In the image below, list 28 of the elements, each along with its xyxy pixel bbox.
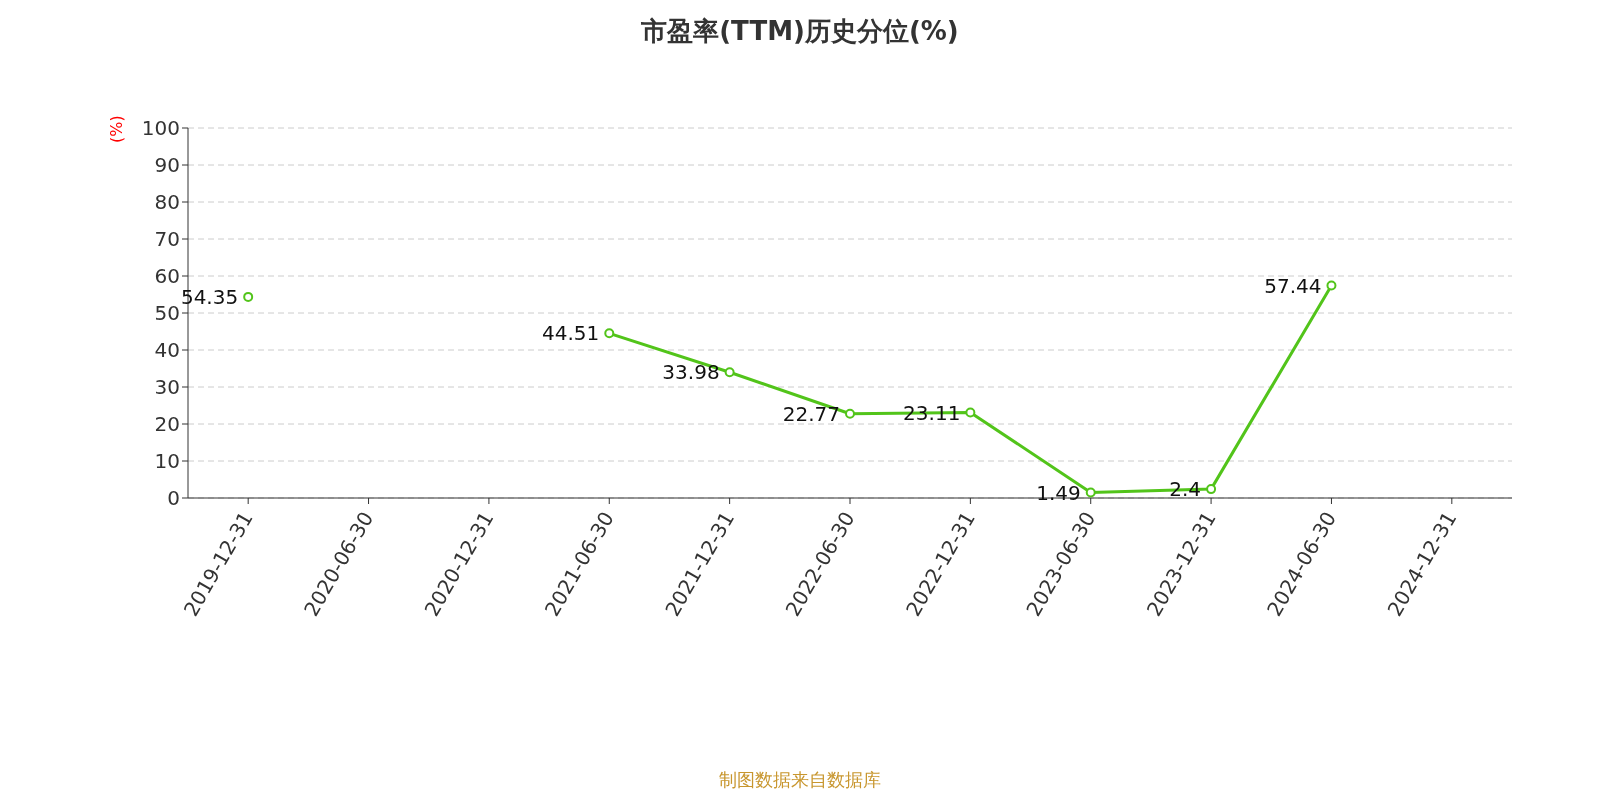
y-tick-label: 100	[141, 116, 180, 141]
y-tick-label: 10	[154, 449, 180, 474]
y-tick-label: 40	[154, 338, 180, 363]
y-tick-label: 20	[154, 412, 180, 437]
y-tick-label: 0	[167, 486, 180, 511]
data-label: 44.51	[542, 321, 600, 346]
y-tick-label: 90	[154, 153, 180, 178]
chart-title: 市盈率(TTM)历史分位(%)	[640, 15, 960, 48]
y-tick-label: 50	[154, 301, 180, 326]
y-tick-label: 80	[154, 190, 180, 215]
point	[243, 291, 254, 302]
data-label: 57.44	[1264, 273, 1322, 298]
point	[845, 408, 855, 419]
data-label: 1.49	[1036, 480, 1081, 505]
y-tick-label: 30	[154, 375, 180, 400]
data-label: 22.77	[782, 401, 840, 426]
point	[604, 328, 615, 339]
point	[724, 367, 735, 378]
point	[1085, 487, 1096, 498]
y-axis-title: (%)	[106, 115, 126, 143]
data-label: 33.98	[662, 360, 720, 385]
point	[1326, 280, 1337, 291]
point	[965, 407, 976, 418]
data-label: 54.35	[180, 285, 239, 310]
y-tick-label: 70	[154, 227, 180, 252]
text: 制图数据来自数据库	[718, 768, 882, 792]
y-tick-label: 60	[154, 264, 180, 289]
point	[1206, 484, 1217, 495]
